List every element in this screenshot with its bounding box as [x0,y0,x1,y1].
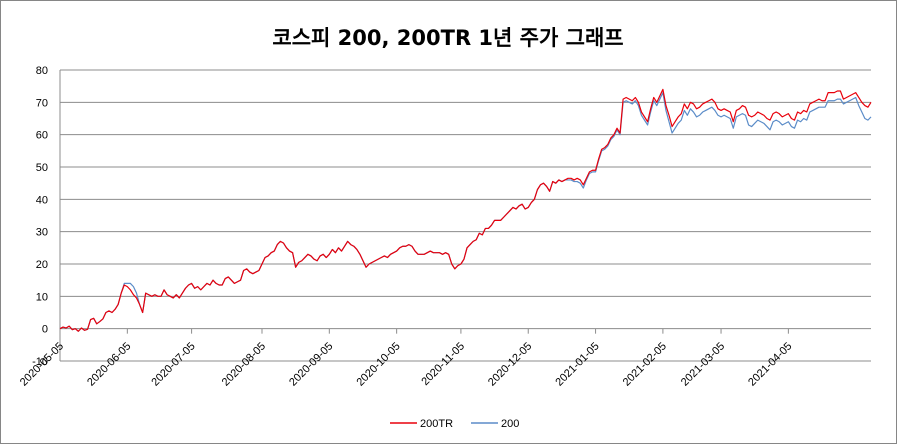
y-axis-tick-labels: -10 0 10 20 30 40 50 60 70 80 [32,65,48,368]
y-tick-label: 20 [36,259,48,271]
y-tick-label: 10 [36,291,48,303]
y-tick-label: 30 [36,227,48,239]
x-tick-label: 2020-12-05 [486,340,534,388]
x-tick-label: 2021-03-05 [679,340,727,388]
y-tick-label: 0 [42,324,48,336]
x-axis-tick-labels: 2020-05-05 2020-06-05 2020-07-05 2020-08-05… [18,340,795,388]
legend-label: 200TR [420,418,453,430]
grid-lines [60,69,871,362]
x-tick-label: 2020-11-05 [419,340,467,388]
x-tick-label: 2021-04-05 [746,340,794,388]
x-tick-label: 2021-01-05 [553,340,601,388]
x-tick-label: 2020-09-05 [287,340,335,388]
x-tick-label: 2020-07-05 [149,340,197,388]
series-line-200 [59,92,872,332]
chart-title: 코스피 200, 200TR 1년 주가 그래프 [272,26,623,50]
x-tick-label: 2021-02-05 [621,340,669,388]
series-line-200tr [59,88,872,332]
legend-label: 200 [501,418,519,430]
y-tick-label: 70 [36,97,48,109]
legend: 200TR 200 [390,418,519,430]
y-tick-label: -10 [32,356,48,368]
x-tick-label: 2020-05-05 [18,340,66,388]
x-tick-label: 2020-06-05 [85,340,133,388]
series-lines [59,88,872,332]
x-tick-label: 2020-10-05 [354,340,402,388]
x-tick-label: 2020-08-05 [220,340,268,388]
y-tick-label: 60 [36,130,48,142]
y-tick-label: 40 [36,194,48,206]
y-tick-label: 80 [36,65,48,77]
axes [59,70,871,361]
y-tick-label: 50 [36,162,48,174]
